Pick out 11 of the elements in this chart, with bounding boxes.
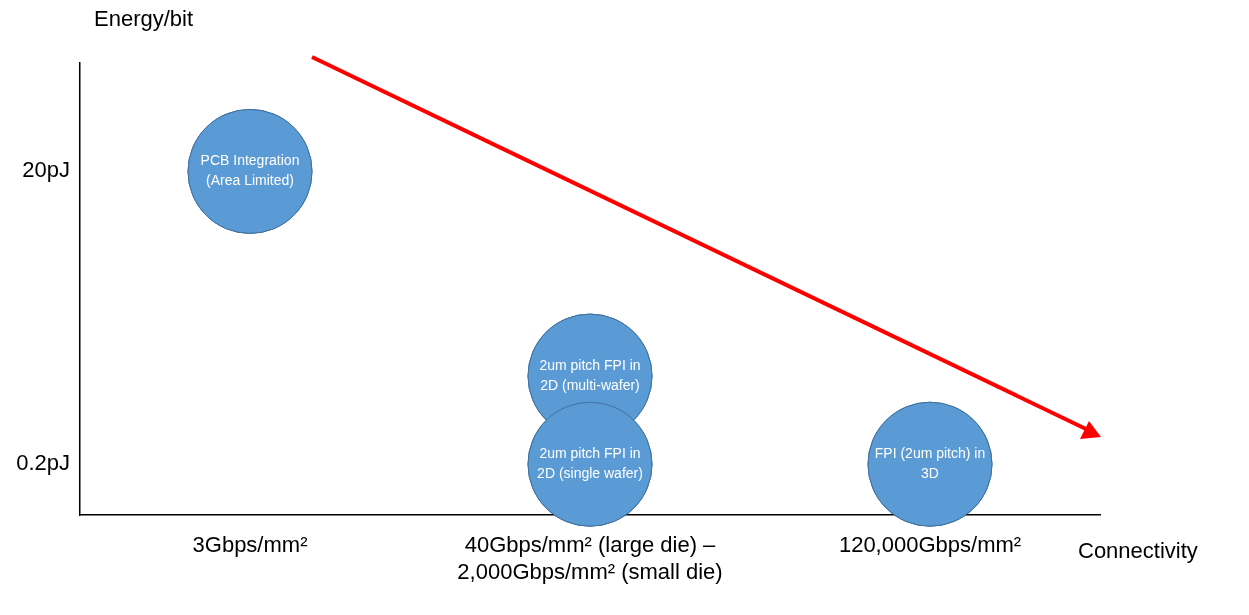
x-axis-title: Connectivity xyxy=(1078,538,1198,564)
x-tick-label: 3Gbps/mm² xyxy=(192,532,308,558)
y-axis-title: Energy/bit xyxy=(94,6,194,32)
x-tick-label: 40Gbps/mm² (large die) – 2,000Gbps/mm² (small die) xyxy=(457,532,723,584)
annotation: PCB Integration (Area Limited) xyxy=(200,152,300,189)
annotation: FPI (2um pitch) in 3D xyxy=(874,445,986,482)
y-tick-label: 20pJ xyxy=(22,157,70,183)
x-tick-label: 120,000Gbps/mm² xyxy=(838,532,1022,558)
annotation: 2um pitch FPI in 2D (single wafer) xyxy=(537,445,643,482)
annotation: 2um pitch FPI in 2D (multi-wafer) xyxy=(539,356,641,393)
y-tick-label: 0.2pJ xyxy=(16,450,70,476)
